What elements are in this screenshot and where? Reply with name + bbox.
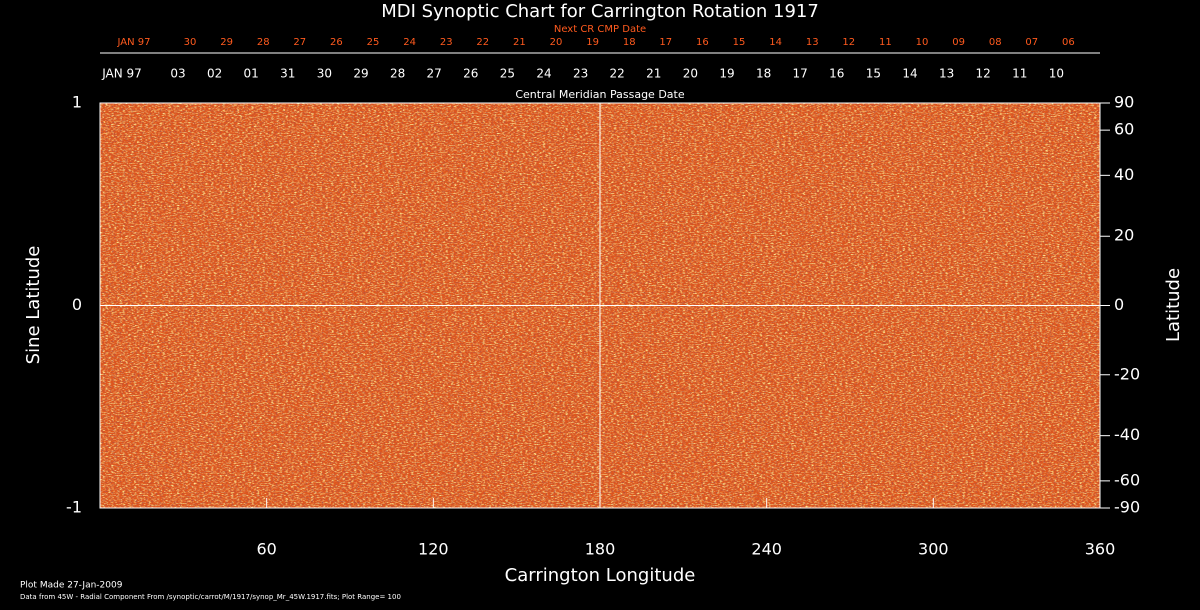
y2-tick-label: -20 xyxy=(1114,364,1140,383)
y-tick-label: -1 xyxy=(66,498,82,517)
next-cr-date: 20 xyxy=(550,37,563,48)
cmp-date: 18 xyxy=(756,67,771,81)
next-cr-date: 21 xyxy=(513,37,526,48)
next-cr-date: 17 xyxy=(659,37,672,48)
next-cr-date: 09 xyxy=(952,37,965,48)
y2-tick-label: -60 xyxy=(1114,470,1140,489)
next-cr-date: 08 xyxy=(989,37,1002,48)
next-cr-date: 10 xyxy=(916,37,929,48)
next-cr-date: JAN 97 xyxy=(117,37,151,48)
cmp-date: 20 xyxy=(683,67,698,81)
next-cr-date: 24 xyxy=(403,37,416,48)
cmp-date: 27 xyxy=(427,67,442,81)
y2-tick-label: 0 xyxy=(1114,295,1124,314)
cmp-date: 29 xyxy=(353,67,368,81)
cmp-date: 01 xyxy=(244,67,259,81)
next-cr-date: 29 xyxy=(220,37,233,48)
next-cr-date: 07 xyxy=(1025,37,1038,48)
y2-tick-label: 90 xyxy=(1114,93,1134,112)
cmp-date: 19 xyxy=(719,67,734,81)
next-cr-date: 11 xyxy=(879,37,892,48)
cmp-date: 11 xyxy=(1012,67,1027,81)
cmp-date: 21 xyxy=(646,67,661,81)
y2-tick-label: 20 xyxy=(1114,226,1134,245)
x-tick-label: 360 xyxy=(1085,540,1116,559)
cmp-date: 12 xyxy=(976,67,991,81)
footer-text: Plot Made 27-Jan-2009 xyxy=(20,581,123,591)
next-cr-date: 30 xyxy=(184,37,197,48)
next-cr-date: 26 xyxy=(330,37,343,48)
cmp-date: 02 xyxy=(207,67,222,81)
cmp-date: 23 xyxy=(573,67,588,81)
cmp-date: JAN 97 xyxy=(101,67,142,81)
next-cr-date: 12 xyxy=(842,37,855,48)
next-cr-date: 14 xyxy=(769,37,782,48)
next-cr-date: 16 xyxy=(696,37,709,48)
next-cr-label: Next CR CMP Date xyxy=(554,24,646,35)
cmp-date: 25 xyxy=(500,67,515,81)
x-tick-label: 60 xyxy=(256,540,276,559)
next-cr-date: 25 xyxy=(367,37,380,48)
y-axis-label: Sine Latitude xyxy=(23,246,44,365)
next-cr-date: 19 xyxy=(586,37,599,48)
y-tick-label: 0 xyxy=(72,295,82,314)
x-tick-label: 180 xyxy=(585,540,616,559)
cmp-date: 22 xyxy=(610,67,625,81)
cmp-date: 30 xyxy=(317,67,332,81)
next-cr-date: 15 xyxy=(733,37,746,48)
y2-axis-label: Latitude xyxy=(1163,268,1184,342)
cmp-date: 03 xyxy=(170,67,185,81)
next-cr-date: 06 xyxy=(1062,37,1075,48)
x-tick-label: 120 xyxy=(418,540,449,559)
next-cr-date: 18 xyxy=(623,37,636,48)
cmp-date: 28 xyxy=(390,67,405,81)
cmp-date: 16 xyxy=(829,67,844,81)
x-tick-label: 240 xyxy=(751,540,782,559)
next-cr-date: 28 xyxy=(257,37,270,48)
y2-tick-label: 60 xyxy=(1114,120,1134,139)
cmp-date: 31 xyxy=(280,67,295,81)
y2-tick-label: -40 xyxy=(1114,425,1140,444)
next-cr-date: 27 xyxy=(293,37,306,48)
cmp-date: 14 xyxy=(902,67,917,81)
next-cr-date: 22 xyxy=(476,37,489,48)
next-cr-date: 13 xyxy=(806,37,819,48)
y2-tick-label: -90 xyxy=(1114,498,1140,517)
cmp-label: Central Meridian Passage Date xyxy=(515,88,684,101)
x-tick-label: 300 xyxy=(918,540,949,559)
y-tick-label: 1 xyxy=(72,93,82,112)
y2-tick-label: 40 xyxy=(1114,165,1134,184)
next-cr-date: 23 xyxy=(440,37,453,48)
cmp-date: 15 xyxy=(866,67,881,81)
x-axis-label: Carrington Longitude xyxy=(505,565,696,586)
cmp-date: 17 xyxy=(793,67,808,81)
cmp-date: 10 xyxy=(1049,67,1064,81)
cmp-date: 24 xyxy=(536,67,551,81)
cmp-date: 13 xyxy=(939,67,954,81)
footer-text: Data from 45W - Radial Component From /s… xyxy=(20,593,401,601)
cmp-date: 26 xyxy=(463,67,478,81)
chart-title: MDI Synoptic Chart for Carrington Rotati… xyxy=(381,1,819,22)
